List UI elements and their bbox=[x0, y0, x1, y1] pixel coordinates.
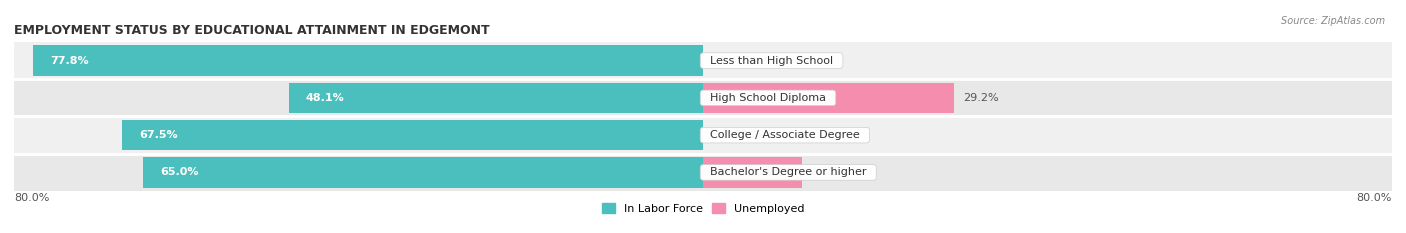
Text: 48.1%: 48.1% bbox=[307, 93, 344, 103]
Bar bbox=[14, 116, 1392, 154]
Text: 0.0%: 0.0% bbox=[733, 130, 762, 140]
Text: 11.5%: 11.5% bbox=[811, 168, 846, 177]
Bar bbox=[703, 157, 801, 188]
Legend: In Labor Force, Unemployed: In Labor Force, Unemployed bbox=[598, 199, 808, 218]
Text: College / Associate Degree: College / Associate Degree bbox=[703, 130, 866, 140]
Text: 80.0%: 80.0% bbox=[1357, 193, 1392, 203]
Bar bbox=[288, 82, 703, 113]
Text: 80.0%: 80.0% bbox=[14, 193, 49, 203]
Bar bbox=[14, 154, 1392, 191]
Text: 77.8%: 77.8% bbox=[51, 56, 89, 65]
Text: 67.5%: 67.5% bbox=[139, 130, 177, 140]
Bar bbox=[703, 82, 955, 113]
Bar bbox=[14, 79, 1392, 116]
Text: 29.2%: 29.2% bbox=[963, 93, 998, 103]
Bar bbox=[14, 42, 1392, 79]
Bar bbox=[32, 45, 703, 76]
Text: High School Diploma: High School Diploma bbox=[703, 93, 832, 103]
Bar bbox=[122, 120, 703, 151]
Text: 65.0%: 65.0% bbox=[160, 168, 200, 177]
Text: Less than High School: Less than High School bbox=[703, 56, 841, 65]
Text: Bachelor's Degree or higher: Bachelor's Degree or higher bbox=[703, 168, 873, 177]
Bar bbox=[143, 157, 703, 188]
Text: Source: ZipAtlas.com: Source: ZipAtlas.com bbox=[1281, 16, 1385, 26]
Text: EMPLOYMENT STATUS BY EDUCATIONAL ATTAINMENT IN EDGEMONT: EMPLOYMENT STATUS BY EDUCATIONAL ATTAINM… bbox=[14, 24, 489, 37]
Text: 0.0%: 0.0% bbox=[733, 56, 762, 65]
